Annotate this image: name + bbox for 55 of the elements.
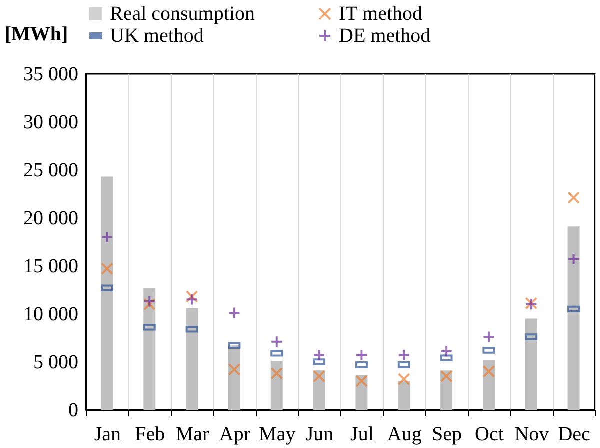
point <box>355 374 368 388</box>
y-tick-label: 25 000 <box>24 160 78 182</box>
point <box>186 290 198 303</box>
point <box>228 363 241 376</box>
y-tick-label: 0 <box>68 400 78 422</box>
y-tick-label: 15 000 <box>24 256 78 278</box>
legend-label: DE method <box>339 25 431 47</box>
x-tick-label: May <box>259 424 296 446</box>
x-tick-label: Mar <box>176 424 210 446</box>
bar <box>186 308 198 410</box>
point <box>228 306 241 320</box>
point <box>482 330 496 344</box>
point <box>440 345 453 358</box>
x-tick-label: Sep <box>432 424 462 446</box>
y-tick-label: 30 000 <box>24 112 78 134</box>
point <box>482 365 496 378</box>
bar <box>270 361 283 410</box>
bar <box>101 176 114 410</box>
x-tick-label: Nov <box>514 424 550 446</box>
legend-label: UK method <box>110 25 204 47</box>
bar <box>568 226 580 410</box>
point <box>440 370 453 383</box>
x-tick-label: Jun <box>306 424 334 446</box>
y-tick-label: 10 000 <box>24 304 78 326</box>
point <box>398 373 410 386</box>
point <box>568 192 580 204</box>
y-tick-label: 5 000 <box>34 352 78 374</box>
point <box>313 370 326 383</box>
point <box>143 298 156 311</box>
point <box>568 253 580 266</box>
point <box>355 349 368 362</box>
point <box>270 336 284 348</box>
y-tick-label: 35 000 <box>24 64 78 86</box>
y-axis-title: [MWh] <box>4 24 68 46</box>
point <box>313 349 326 362</box>
x-tick-label: Aug <box>387 424 422 446</box>
bar <box>482 360 495 410</box>
x-tick-label: Dec <box>558 424 591 446</box>
x-tick-label: Jan <box>94 424 122 446</box>
bar <box>525 318 538 410</box>
point <box>270 367 284 380</box>
x-tick-label: Oct <box>475 424 504 446</box>
bar <box>144 288 156 410</box>
bar <box>398 381 410 410</box>
point <box>398 349 410 362</box>
x-tick-label: Apr <box>219 424 251 446</box>
legend-label: IT method <box>339 3 423 25</box>
y-tick-label: 20 000 <box>24 208 78 230</box>
x-tick-label: Jul <box>350 424 374 446</box>
point <box>100 262 114 276</box>
point <box>143 295 156 308</box>
legend-label: Real consumption <box>110 3 255 25</box>
point <box>186 293 198 306</box>
x-tick-label: Feb <box>135 424 166 446</box>
point <box>100 230 114 244</box>
